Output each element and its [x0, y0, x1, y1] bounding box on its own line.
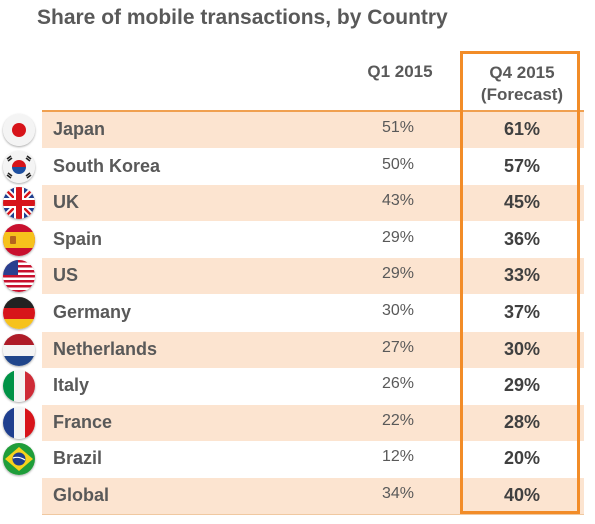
q4-forecast-value: 28%: [503, 411, 541, 432]
us-flag-icon: [3, 260, 35, 293]
q1-value: 50%: [381, 155, 415, 173]
q4-forecast-value: 29%: [503, 375, 541, 396]
table-row: Spain 29% 36%: [42, 222, 584, 258]
country-name: Germany: [53, 302, 132, 322]
country-name: South Korea: [53, 155, 161, 176]
netherlands-flag-icon: [3, 333, 35, 366]
south-korea-flag-icon: [3, 150, 35, 183]
q1-value: 27%: [381, 338, 415, 356]
q4-forecast-value: 30%: [503, 338, 541, 359]
q4-forecast-value: 61%: [503, 119, 541, 139]
uk-flag-icon: [3, 187, 35, 220]
q1-value: 12%: [381, 448, 415, 466]
header-divider: [42, 110, 584, 112]
brazil-flag-icon: [3, 443, 35, 476]
q4-2015-forecast-header: Q4 2015 (Forecast): [462, 62, 582, 106]
q1-value: 26%: [381, 375, 415, 393]
table-row: Global 34% 40%: [42, 478, 584, 514]
q4-forecast-value: 33%: [503, 265, 541, 286]
france-flag-icon: [3, 406, 35, 439]
country-name: Brazil: [53, 448, 103, 469]
q4-forecast-value: 37%: [503, 302, 541, 322]
q1-value: 34%: [381, 485, 415, 502]
country-name: UK: [53, 192, 79, 213]
country-name: Japan: [53, 119, 106, 139]
q4-forecast-value: 36%: [503, 228, 541, 249]
q4-header-line2: (Forecast): [480, 85, 564, 104]
table-row: UK 43% 45%: [42, 185, 584, 222]
q1-2015-header: Q1 2015: [367, 62, 433, 81]
table-row: Netherlands 27% 30%: [42, 331, 584, 368]
q4-forecast-value: 45%: [503, 192, 541, 213]
table-row: Japan 51% 61%: [42, 112, 584, 148]
italy-flag-icon: [3, 370, 35, 403]
chart-title: Share of mobile transactions, by Country: [37, 6, 448, 29]
q4-forecast-value: 57%: [503, 155, 541, 176]
q4-header-line1: Q4 2015: [489, 63, 555, 82]
q1-value: 29%: [381, 265, 415, 283]
country-name: Spain: [53, 228, 103, 249]
country-name: Italy: [53, 375, 90, 396]
table-row: France 22% 28%: [42, 404, 584, 441]
country-name: Netherlands: [53, 338, 158, 359]
table-row: Brazil 12% 20%: [42, 441, 584, 477]
table-row: South Korea 50% 57%: [42, 149, 584, 185]
table-row: Italy 26% 29%: [42, 368, 584, 404]
q1-value: 22%: [381, 411, 415, 429]
q1-value: 30%: [381, 302, 415, 319]
country-name: US: [53, 265, 79, 286]
country-name: France: [53, 411, 113, 432]
q4-forecast-value: 40%: [503, 485, 541, 505]
table-row: US 29% 33%: [42, 258, 584, 295]
country-name: Global: [53, 485, 110, 505]
q1-value: 51%: [381, 119, 415, 136]
q4-forecast-value: 20%: [503, 448, 541, 469]
bottom-divider: [42, 514, 584, 515]
q1-value: 29%: [381, 228, 415, 246]
japan-flag-icon: [3, 114, 35, 146]
q1-value: 43%: [381, 192, 415, 210]
table-row: Germany 30% 37%: [42, 295, 584, 331]
germany-flag-icon: [3, 297, 35, 329]
spain-flag-icon: [3, 223, 35, 256]
